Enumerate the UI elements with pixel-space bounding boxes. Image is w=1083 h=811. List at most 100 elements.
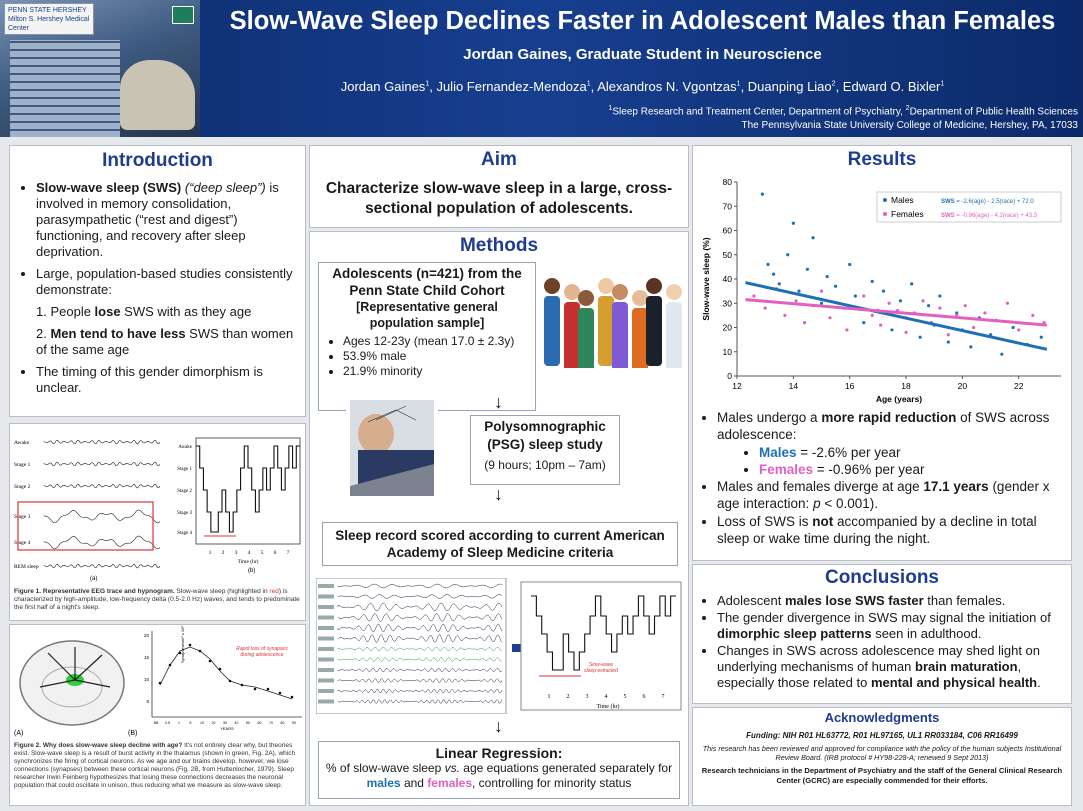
- legend-marker-females: [883, 212, 887, 216]
- point-females: [763, 306, 767, 310]
- fig2-y-tick: 5: [146, 699, 149, 704]
- point-females: [862, 294, 866, 298]
- hypnogram: Awake Stage 1 Stage 2 Stage 3 Stage 4 1 2 3 4 5 6 7…: [177, 437, 301, 565]
- method-hyp-hour: 1: [548, 694, 551, 700]
- psg-channel-label: [318, 647, 334, 651]
- acknowledgments-heading: Acknowledgments: [824, 710, 940, 725]
- list-item: 21.9% minority: [343, 364, 529, 378]
- point-females: [752, 294, 756, 298]
- eeg-stage-label: REM sleep: [14, 564, 39, 570]
- point-males: [862, 321, 866, 325]
- list-item: Males undergo a more rapid reduction of …: [717, 409, 1067, 443]
- poster-title: Slow-Wave Sleep Declines Faster in Adole…: [229, 7, 1056, 35]
- hershey-logo: PENN STATE HERSHEY Milton S. Hershey Med…: [4, 3, 94, 35]
- psg-channel-trace: [337, 602, 503, 612]
- method-hyp-hour: 3: [586, 694, 589, 700]
- point-males: [890, 328, 894, 332]
- fig1-label-a: (a): [90, 576, 97, 582]
- point-males: [760, 192, 764, 196]
- hyp-stage-label: Stage 3: [177, 511, 192, 516]
- psg-channel-label: [318, 626, 334, 630]
- fig2-x-tick: 90: [292, 721, 296, 725]
- regression-box: Linear Regression: % of slow-wave sleep …: [318, 741, 680, 799]
- hyp-stage-label: Awake: [178, 445, 192, 450]
- point-females: [1005, 301, 1010, 305]
- hyp-hour-tick: 3: [235, 550, 238, 556]
- point-males: [805, 267, 810, 271]
- figure2-caption: Figure 2. Why does slow-wave sleep decli…: [14, 742, 296, 789]
- psg-channel-trace: [337, 657, 503, 662]
- list-item: Loss of SWS is not accompanied by a decl…: [717, 513, 1067, 547]
- psg-channel-label: [318, 699, 334, 704]
- fig2-y-tick: 20: [144, 633, 150, 638]
- point-males: [766, 262, 770, 267]
- point-females: [938, 306, 942, 310]
- point-males: [1011, 325, 1015, 330]
- fig2-xlabel: YEARS: [220, 726, 234, 731]
- legend-females: Females: [891, 209, 924, 219]
- fig2-x-tick: 1: [178, 721, 180, 725]
- fit-line-males: [745, 281, 1048, 351]
- point-females: [819, 289, 824, 293]
- y-tick-label: 10: [723, 347, 733, 357]
- fig2-x-tick: 0.5: [165, 721, 170, 725]
- psg-channel-label: [318, 689, 334, 693]
- synapse-point: [240, 683, 244, 687]
- fig2-x-tick: 60: [258, 721, 262, 725]
- point-males: [777, 282, 781, 286]
- synapse-loss-annotation: Rapid loss of synapses during adolescence: [236, 646, 288, 658]
- point-females: [794, 299, 798, 303]
- lion-statue-image: [120, 60, 195, 130]
- point-males: [918, 335, 922, 339]
- eeg-trace: [43, 461, 161, 467]
- aim-panel: Aim Characterize slow-wave sleep in a la…: [309, 145, 689, 228]
- psg-channel-trace: [337, 623, 503, 633]
- list-item: Males and females diverge at age 17.1 ye…: [717, 478, 1067, 512]
- chart-axes: 0 10 20 30 40 50 60 70 80 12 14 16 18 20 22 Age (years)…: [701, 177, 1061, 404]
- methods-heading: Methods: [459, 235, 539, 256]
- synapse-point: [218, 667, 222, 671]
- adolescents-photo: [542, 266, 684, 368]
- sws-highlight: [17, 501, 154, 551]
- point-males: [898, 299, 903, 303]
- campus-photo: PENN STATE HERSHEY Milton S. Hershey Med…: [0, 0, 200, 137]
- psg-channel-label: [318, 584, 334, 588]
- scoring-text: Sleep record scored according to current…: [335, 528, 665, 560]
- fig2-x-tick: 10: [200, 721, 204, 725]
- psg-channel-label: [318, 668, 334, 672]
- person-head: [646, 278, 662, 294]
- person-body: [632, 308, 648, 368]
- list-item: The gender divergence in SWS may signal …: [717, 610, 1065, 642]
- method-hyp-hour: 4: [605, 694, 608, 700]
- psg-channel-trace: [337, 583, 503, 589]
- synapse-point: [178, 651, 182, 655]
- psg-photo: [346, 390, 438, 503]
- point-males: [834, 284, 838, 288]
- legend-marker-males: [883, 198, 887, 202]
- point-females: [1031, 313, 1035, 317]
- psg-title: Polysomnographic (PSG) sleep study: [484, 419, 606, 452]
- method-hyp-hour: 7: [662, 694, 665, 700]
- method-hyp-hour: 6: [643, 694, 646, 700]
- list-item: The timing of this gender dimorphism is …: [36, 364, 297, 396]
- y-tick-label: 20: [723, 323, 733, 333]
- psg-channel-trace: [337, 699, 503, 704]
- eeg-stage-label: Stage 4: [14, 540, 31, 546]
- introduction-panel: Introduction Slow-wave sleep (SWS) (“dee…: [9, 145, 306, 417]
- conclusions-list: Adolescent males lose SWS faster than fe…: [699, 593, 1065, 691]
- synapse-point: [278, 691, 282, 695]
- method-hyp-trace: [531, 595, 676, 671]
- hyp-xlabel: Time (hr): [237, 558, 258, 565]
- psg-channel-trace: [337, 678, 503, 683]
- synapse-point: [168, 663, 172, 667]
- point-females: [946, 333, 950, 337]
- eeg-trace: [43, 535, 161, 550]
- irb-text: This research has been reviewed and appr…: [702, 744, 1062, 762]
- results-heading: Results: [847, 149, 917, 170]
- psg-channel-trace: [337, 594, 503, 599]
- results-panel: Results 0 10 20 30 40 50 60 70 80 12 14 16 18 20 22 Age…: [692, 145, 1072, 561]
- fig2-x-tick: 5: [190, 721, 192, 725]
- point-females: [972, 325, 976, 330]
- x-tick-label: 12: [732, 381, 742, 391]
